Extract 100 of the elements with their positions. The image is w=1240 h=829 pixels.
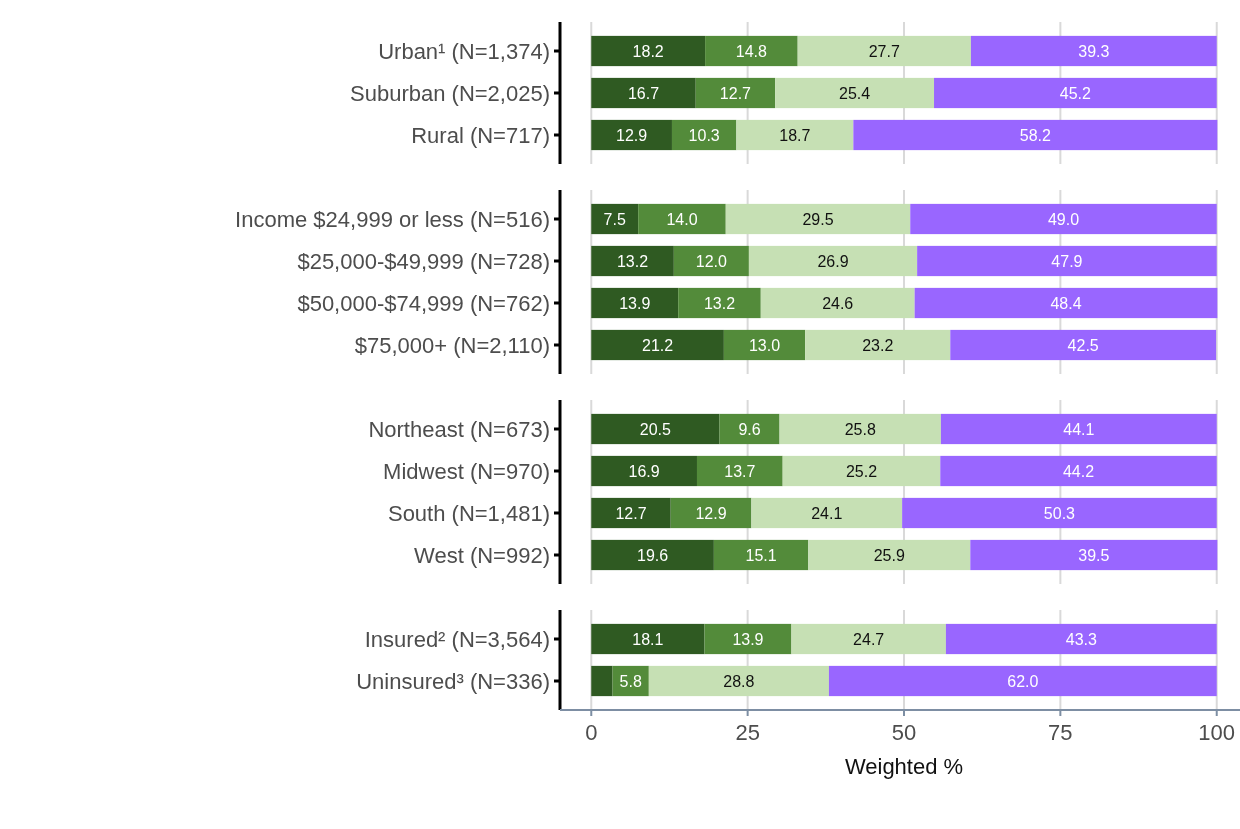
data-label: 18.1 <box>632 630 664 648</box>
bar <box>940 413 1217 445</box>
data-label: 45.2 <box>1059 84 1092 102</box>
data-label: 58.2 <box>1019 126 1052 144</box>
data-label: 48.4 <box>1050 294 1082 312</box>
bar <box>591 539 714 571</box>
bar <box>791 623 946 655</box>
y-tick-label: South (N=1,481) <box>387 500 550 526</box>
data-label: 15.1 <box>745 546 777 564</box>
bar <box>914 287 1218 319</box>
bar <box>748 245 918 277</box>
bar <box>940 455 1217 487</box>
x-axis-title: Weighted % <box>844 754 964 779</box>
bar <box>696 455 783 487</box>
data-label: 25.8 <box>844 420 876 438</box>
bar <box>828 665 1217 697</box>
data-label: 42.5 <box>1067 336 1099 354</box>
x-tick-label: 0 <box>585 720 598 745</box>
bar <box>591 35 706 67</box>
data-label: 24.7 <box>853 630 885 648</box>
bar <box>945 623 1217 655</box>
bar <box>591 329 724 361</box>
bar <box>591 455 697 487</box>
bar <box>775 77 935 109</box>
bar <box>713 539 809 571</box>
bar <box>779 413 941 445</box>
data-label: 25.2 <box>845 462 878 480</box>
data-label: 20.5 <box>639 420 672 438</box>
data-label: 13.2 <box>703 294 736 312</box>
data-label: 24.6 <box>822 294 854 312</box>
bar <box>805 329 951 361</box>
data-label: 62.0 <box>1007 672 1039 690</box>
y-tick-label: Urban¹ (N=1,374) <box>378 38 550 64</box>
data-label: 10.3 <box>688 126 720 144</box>
data-label: 18.2 <box>632 42 664 60</box>
bar <box>648 665 829 697</box>
y-tick-label: Uninsured³ (N=336) <box>356 668 550 694</box>
data-label: 44.2 <box>1062 462 1095 480</box>
bar <box>591 245 674 277</box>
data-label: 47.9 <box>1051 252 1083 270</box>
bar <box>853 119 1218 151</box>
bar <box>591 77 696 109</box>
bar <box>695 77 776 109</box>
bar <box>725 203 911 235</box>
data-label: 25.4 <box>839 84 871 102</box>
bar <box>760 287 915 319</box>
data-label: 29.5 <box>802 210 834 228</box>
data-label: 49.0 <box>1047 210 1080 228</box>
bar <box>970 539 1218 571</box>
data-label: 39.5 <box>1078 546 1110 564</box>
data-label: 23.2 <box>862 336 894 354</box>
data-label: 13.9 <box>619 294 651 312</box>
bar <box>782 455 941 487</box>
bar <box>678 287 761 319</box>
data-label: 16.9 <box>628 462 660 480</box>
data-label: 44.1 <box>1063 420 1095 438</box>
data-label: 14.8 <box>735 42 768 60</box>
data-label: 12.0 <box>695 252 728 270</box>
data-label: 50.3 <box>1043 504 1076 522</box>
bar <box>719 413 780 445</box>
y-tick-label: Northeast (N=673) <box>368 416 550 442</box>
data-label: 5.8 <box>619 672 642 690</box>
bar <box>670 497 752 529</box>
data-label: 13.0 <box>748 336 781 354</box>
y-tick-label: $75,000+ (N=2,110) <box>354 332 550 358</box>
bar <box>797 35 971 67</box>
bar <box>705 35 798 67</box>
data-label: 12.7 <box>615 504 647 522</box>
y-tick-label: West (N=992) <box>414 542 550 568</box>
data-label: 28.8 <box>723 672 755 690</box>
bar <box>591 119 672 151</box>
x-tick-label: 50 <box>891 720 917 745</box>
data-label: 9.6 <box>738 420 761 438</box>
data-label: 24.1 <box>811 504 843 522</box>
data-label: 13.7 <box>724 462 756 480</box>
bar <box>736 119 854 151</box>
y-tick-label: $25,000-$49,999 (N=728) <box>297 248 550 274</box>
data-label: 43.3 <box>1065 630 1097 648</box>
bar <box>723 329 806 361</box>
data-label: 19.6 <box>637 546 669 564</box>
data-label: 12.9 <box>695 504 727 522</box>
y-tick-label: $50,000-$74,999 (N=762) <box>297 290 550 316</box>
bar <box>673 245 749 277</box>
bar <box>591 665 613 697</box>
bar <box>591 623 705 655</box>
bar <box>910 203 1217 235</box>
data-label: 7.5 <box>603 210 626 228</box>
x-tick-label: 25 <box>735 720 760 745</box>
bar <box>970 35 1217 67</box>
bar <box>591 413 720 445</box>
data-label: 27.7 <box>868 42 900 60</box>
bar <box>902 497 1217 529</box>
data-label: 21.2 <box>642 336 674 354</box>
bar <box>591 287 679 319</box>
bar <box>950 329 1217 361</box>
y-tick-label: Income $24,999 or less (N=516) <box>235 206 550 232</box>
bar <box>591 497 671 529</box>
y-tick-label: Suburban (N=2,025) <box>350 80 550 106</box>
data-label: 39.3 <box>1078 42 1110 60</box>
data-label: 12.7 <box>719 84 752 102</box>
